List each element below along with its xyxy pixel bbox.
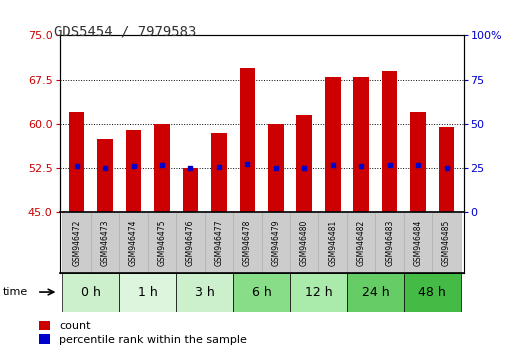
- Bar: [404, 273, 461, 312]
- Bar: [404, 212, 433, 273]
- Bar: [126, 130, 141, 212]
- Bar: [205, 212, 233, 273]
- Text: 48 h: 48 h: [419, 286, 446, 298]
- Bar: [410, 112, 426, 212]
- Bar: [119, 212, 148, 273]
- Bar: [319, 212, 347, 273]
- Text: 12 h: 12 h: [305, 286, 333, 298]
- Text: GSM946477: GSM946477: [214, 219, 223, 266]
- Bar: [183, 168, 198, 212]
- Bar: [262, 212, 290, 273]
- Bar: [347, 212, 376, 273]
- Bar: [233, 273, 290, 312]
- Bar: [91, 212, 119, 273]
- Text: GSM946474: GSM946474: [129, 219, 138, 266]
- Text: time: time: [3, 287, 28, 297]
- Text: GSM946484: GSM946484: [413, 219, 423, 266]
- Bar: [268, 124, 284, 212]
- Legend: count, percentile rank within the sample: count, percentile rank within the sample: [39, 321, 247, 345]
- Bar: [211, 133, 227, 212]
- Bar: [62, 212, 91, 273]
- Bar: [97, 139, 113, 212]
- Bar: [433, 212, 461, 273]
- Bar: [119, 273, 176, 312]
- Bar: [148, 212, 176, 273]
- Bar: [176, 273, 233, 312]
- Text: GSM946482: GSM946482: [357, 219, 366, 266]
- Text: GSM946481: GSM946481: [328, 219, 337, 266]
- Bar: [353, 77, 369, 212]
- Text: GSM946480: GSM946480: [300, 219, 309, 266]
- Text: GSM946478: GSM946478: [243, 219, 252, 266]
- Bar: [382, 71, 397, 212]
- Text: 1 h: 1 h: [138, 286, 157, 298]
- Text: GSM946479: GSM946479: [271, 219, 280, 266]
- Text: 24 h: 24 h: [362, 286, 389, 298]
- Bar: [176, 212, 205, 273]
- Bar: [439, 127, 454, 212]
- Text: GSM946473: GSM946473: [100, 219, 110, 266]
- Text: GSM946483: GSM946483: [385, 219, 394, 266]
- Bar: [296, 115, 312, 212]
- Text: GSM946472: GSM946472: [72, 219, 81, 266]
- Bar: [69, 112, 84, 212]
- Text: 6 h: 6 h: [252, 286, 271, 298]
- Bar: [376, 212, 404, 273]
- Text: 3 h: 3 h: [195, 286, 214, 298]
- Bar: [347, 273, 404, 312]
- Bar: [62, 273, 119, 312]
- Bar: [154, 124, 170, 212]
- Text: GSM946485: GSM946485: [442, 219, 451, 266]
- Text: 0 h: 0 h: [81, 286, 101, 298]
- Text: GSM946476: GSM946476: [186, 219, 195, 266]
- Bar: [233, 212, 262, 273]
- Text: GDS5454 / 7979583: GDS5454 / 7979583: [54, 25, 197, 39]
- Bar: [290, 273, 347, 312]
- Bar: [325, 77, 340, 212]
- Text: GSM946475: GSM946475: [157, 219, 166, 266]
- Bar: [290, 212, 319, 273]
- Bar: [239, 68, 255, 212]
